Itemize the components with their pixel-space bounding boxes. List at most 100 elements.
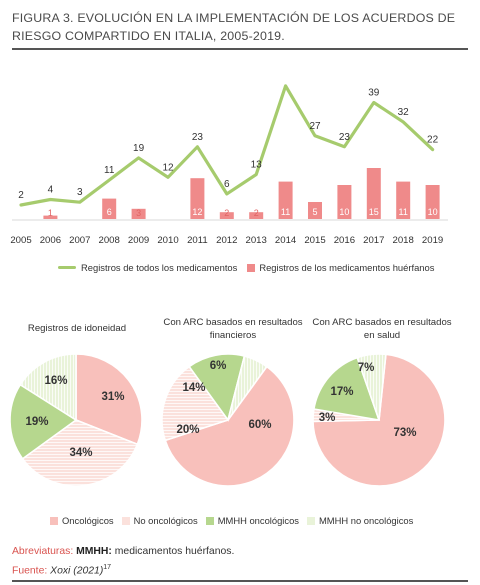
orphan-bar-label-2015: 5: [312, 207, 317, 217]
orphan-bar-2014: [278, 181, 293, 219]
orphan-bar-2012: [219, 212, 234, 219]
x-tick-2009: 2009: [128, 235, 149, 246]
x-tick-2015: 2015: [304, 235, 325, 246]
legend-label-total: Registros de todos los medicamentos: [81, 262, 238, 273]
line-point-label-2011: 23: [192, 132, 204, 143]
legend-item-total: Registros de todos los medicamentos: [58, 262, 237, 273]
pie1-slice-1: [21, 419, 139, 487]
orphan-bar-label-2018: 11: [399, 207, 408, 217]
pie3-label-0: 73%: [393, 427, 416, 439]
abbr-label: Abreviaturas:: [12, 546, 74, 557]
footnote: Abreviaturas: MMHH: medicamentos huérfan…: [12, 544, 234, 579]
line-point-label-2019: 22: [427, 135, 439, 146]
pie1-slice-2: [9, 383, 78, 460]
orphan-bar-2008: [102, 198, 117, 219]
orphan-bar-label-2014: 11: [281, 207, 290, 217]
legend-item-orphan: Registros de los medicamentos huérfanos: [247, 262, 434, 273]
orphan-bar-label-2012: 2: [224, 208, 229, 218]
orphan-bar-2017: [366, 168, 381, 219]
orphan-bar-label-2017: 15: [369, 207, 379, 217]
line-point-label-2006: 4: [48, 184, 54, 195]
line-point-label-2017: 39: [368, 88, 380, 99]
x-tick-2019: 2019: [422, 235, 443, 246]
legend-bar-swatch: [247, 263, 256, 272]
pie1-label-2: 19%: [25, 416, 48, 428]
pie2-slice-3: [227, 355, 268, 421]
x-tick-2010: 2010: [157, 235, 178, 246]
x-tick-2006: 2006: [40, 235, 61, 246]
pie2-label-0: 60%: [248, 419, 271, 431]
pie-legend-swatch: [50, 516, 58, 525]
orphan-bar-2011: [190, 178, 205, 219]
x-tick-2018: 2018: [393, 235, 414, 246]
pie-legend-swatch: [306, 516, 315, 525]
x-tick-2008: 2008: [99, 235, 120, 246]
x-tick-2005: 2005: [10, 235, 31, 246]
legend-line-swatch: [58, 266, 76, 269]
main-legend: Registros de todos los medicamentos Regi…: [58, 262, 444, 273]
pie-legend-label: Oncológicos: [62, 515, 114, 526]
orphan-bar-label-2009: 3: [136, 208, 141, 218]
line-point-label-2005: 2: [18, 190, 24, 201]
pie-legend-label: No oncológicos: [133, 515, 198, 526]
orphan-bar-label-2019: 10: [428, 207, 438, 217]
pie3-slice-3: [356, 353, 387, 421]
footnote-abbreviations: Abreviaturas: MMHH: medicamentos huérfan…: [12, 544, 234, 560]
pie-title-financieros: Con ARC basados en resultados financiero…: [163, 317, 303, 341]
pie-legend-item-mmhh-onco: MMHH oncológicos: [205, 515, 299, 526]
orphan-bar-label-2011: 12: [192, 207, 202, 217]
orphan-bar-2016: [337, 185, 352, 219]
pie3-label-3: 7%: [358, 362, 375, 374]
orphan-bar-label-2016: 10: [339, 207, 349, 217]
pie-legend-label: MMHH oncológicos: [217, 515, 299, 526]
pie2-slice-1: [161, 365, 230, 442]
pie1-label-1: 34%: [69, 447, 92, 459]
orphan-bar-2018: [396, 181, 411, 219]
orphan-bar-label-2008: 6: [107, 207, 112, 217]
footnote-source: Fuente: Xoxi (2021)17: [12, 560, 234, 579]
line-point-label-2015: 27: [309, 121, 321, 132]
orphan-bar-2009: [131, 208, 146, 219]
title-rule: [12, 48, 468, 50]
pie2-label-2: 14%: [182, 382, 205, 394]
x-tick-2011: 2011: [187, 235, 208, 246]
pie3-slice-2: [312, 356, 381, 422]
orphan-bar-2006: [43, 215, 58, 219]
pie1-label-0: 31%: [101, 391, 124, 403]
line-point-label-2008: 11: [104, 165, 115, 176]
x-tick-2014: 2014: [275, 235, 297, 246]
orphan-bar-label-2013: 2: [254, 208, 259, 218]
pie2-label-1: 20%: [176, 424, 199, 436]
x-tick-2012: 2012: [216, 235, 237, 246]
abbr-term: MMHH:: [76, 546, 112, 557]
pie3-label-2: 17%: [330, 386, 353, 398]
pie1-slice-0: [75, 353, 143, 446]
x-tick-2013: 2013: [246, 235, 267, 246]
line-point-label-2016: 23: [339, 132, 351, 143]
pie-legend-item-mmhh-no-onco: MMHH no oncológicos: [306, 515, 413, 526]
orphan-bar-2013: [249, 212, 264, 219]
line-point-label-2007: 3: [77, 187, 83, 198]
x-tick-2016: 2016: [334, 235, 355, 246]
abbr-text: medicamentos huérfanos.: [114, 546, 235, 557]
pie2-label-3: 6%: [210, 360, 227, 372]
line-point-label-2010: 12: [162, 162, 174, 173]
x-tick-2017: 2017: [363, 235, 384, 246]
bottom-rule: [12, 580, 468, 582]
legend-label-orphan: Registros de los medicamentos huérfanos: [259, 262, 435, 273]
pie-legend-item-onco: Oncológicos: [50, 515, 114, 526]
pie-legend: Oncológicos No oncológicos MMHH oncológi…: [50, 515, 421, 526]
pie-title-salud: Con ARC basados en resultados en salud: [312, 317, 452, 341]
line-point-label-2009: 19: [133, 143, 145, 154]
orphan-bar-label-2006: 1: [48, 208, 53, 218]
orphan-bar-2015: [308, 202, 322, 219]
pie2-slice-2: [188, 353, 246, 422]
source-text: Xoxi (2021): [50, 565, 104, 577]
line-point-label-2012: 6: [224, 179, 230, 190]
pie-legend-swatch: [205, 516, 214, 525]
source-label: Fuente:: [12, 565, 48, 577]
source-ref: 17: [103, 564, 112, 571]
pie1-label-3: 16%: [44, 375, 67, 387]
